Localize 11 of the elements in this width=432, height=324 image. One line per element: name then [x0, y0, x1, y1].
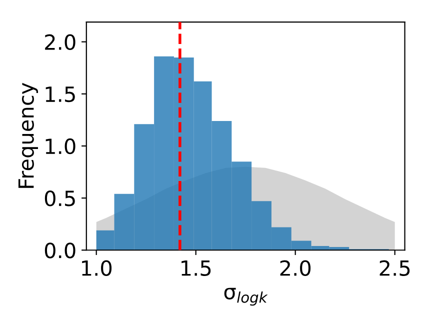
y-tick-label: 0.0: [44, 242, 76, 258]
x-tick-label: 2.0: [280, 260, 311, 276]
y-tick-label: 2.0: [45, 34, 76, 50]
x-tick-label: 1.0: [82, 260, 112, 276]
y-tick-label: 0.5: [44, 190, 75, 206]
y-tick-label: 1.5: [46, 86, 75, 102]
x-axis-title: σ$_{logk}$: [224, 288, 268, 306]
y-tick-label: 1.0: [46, 138, 76, 154]
y-axis-title: Frequency: [18, 82, 38, 188]
x-tick-label: 2.5: [380, 260, 410, 276]
x-tick-label: 1.5: [182, 260, 211, 276]
